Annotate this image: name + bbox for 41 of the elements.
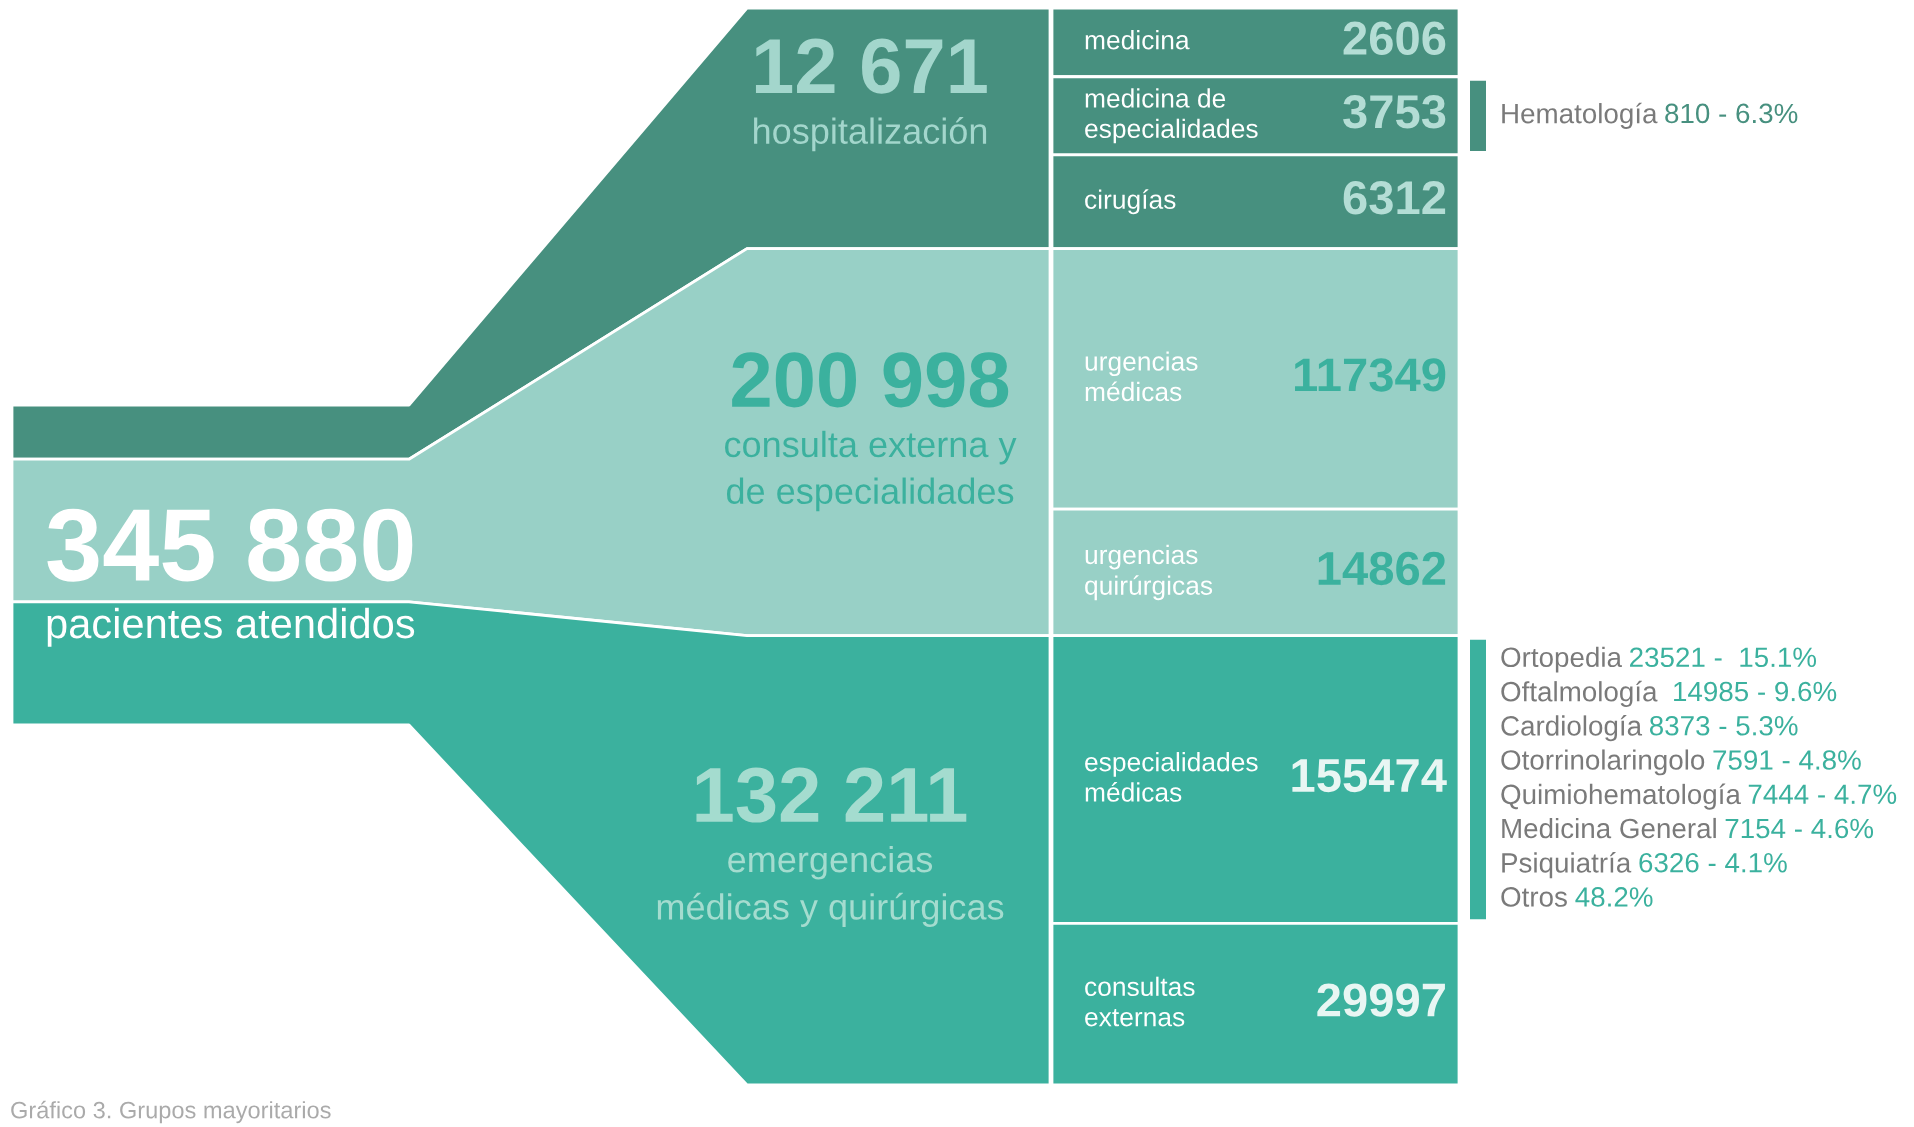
category-label: Hematología	[1502, 102, 1658, 129]
data-label: 7444 - 4.7%	[1748, 784, 1897, 804]
data-label: 810 - 6.3%	[1665, 103, 1798, 124]
data-label: 117349	[1295, 358, 1446, 392]
category-label: emergencias médicas y quirúrgicas	[657, 845, 1004, 927]
category-label: cirugías	[1085, 189, 1176, 215]
category-label: Quimiohematología	[1501, 783, 1741, 810]
data-label: 14862	[1318, 551, 1446, 586]
category-label: medicina de especialidades	[1085, 88, 1258, 144]
data-label: 132 211	[696, 767, 967, 823]
category-label: hospitalización	[754, 117, 987, 152]
text: pacientes atendidos	[47, 607, 415, 647]
data-label: 155474	[1292, 759, 1447, 793]
category-label: Oftalmología	[1501, 680, 1658, 708]
category-label: consultas externas	[1085, 976, 1195, 1027]
data-label: 200 998	[732, 352, 1009, 408]
category-label: Medicina General	[1502, 817, 1716, 839]
category-label: medicina	[1085, 30, 1190, 50]
category-label: Otros	[1501, 887, 1567, 907]
data-label: 7154 - 4.6%	[1725, 818, 1874, 839]
category-label: Psiquiatría	[1502, 851, 1632, 879]
data-label: 14985 - 9.6%	[1674, 681, 1837, 702]
data-label: 6312	[1343, 180, 1446, 215]
text: Gráfico 3. Grupos mayoritarios	[11, 1100, 331, 1124]
data-label: 12 671	[755, 38, 987, 94]
data-label: 48.2%	[1575, 887, 1653, 907]
category-label: Cardiología	[1501, 715, 1643, 742]
category-label: Ortopedia	[1501, 646, 1622, 673]
category-label: consulta externa y de especialidades	[725, 430, 1017, 512]
category-label: especialidades médicas	[1085, 752, 1258, 802]
category-label: urgencias quirúrgicas	[1085, 544, 1213, 601]
data-label: 7591 - 4.8%	[1713, 750, 1861, 770]
data-label: 3753	[1343, 95, 1446, 129]
data-label: 6326 - 4.1%	[1639, 852, 1787, 873]
data-label: 23521 - 15.1%	[1630, 647, 1817, 668]
data-label: 29997	[1317, 983, 1445, 1017]
data-label: 8373 - 5.3%	[1649, 715, 1798, 736]
text: 345 880	[47, 508, 413, 582]
category-label: Otorrinolaringolo	[1501, 749, 1705, 776]
category-label: urgencias médicas	[1085, 351, 1198, 402]
data-label: 2606	[1343, 21, 1446, 56]
